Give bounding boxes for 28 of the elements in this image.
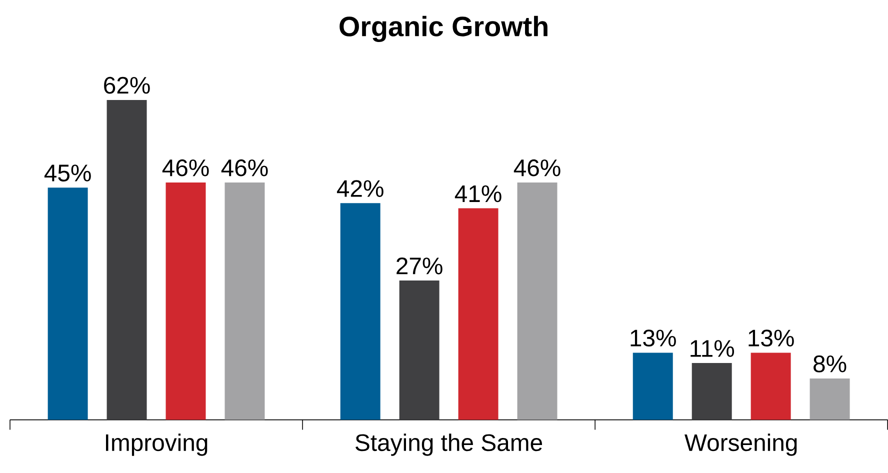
bar <box>458 208 498 420</box>
bar <box>750 352 791 420</box>
data-label: 13% <box>748 330 794 347</box>
data-label: 46% <box>514 160 560 176</box>
data-label: 42% <box>336 180 384 198</box>
data-label: 46% <box>162 160 209 176</box>
bar <box>48 188 88 420</box>
x-tick-label: Worsening <box>684 434 797 456</box>
data-label: 11% <box>690 340 734 357</box>
bar <box>517 182 558 420</box>
bar <box>692 363 732 420</box>
data-label: 27% <box>396 258 442 274</box>
data-label: 13% <box>630 330 676 347</box>
data-label: 41% <box>454 185 502 202</box>
bar <box>224 182 265 420</box>
data-label: 8% <box>814 356 846 372</box>
bar <box>340 203 380 420</box>
data-label: 46% <box>221 160 268 176</box>
x-tick-label: Staying the Same <box>356 434 542 456</box>
bar <box>106 100 147 420</box>
chart-title: Organic Growth <box>340 16 548 42</box>
x-tick-label: Improving <box>106 434 208 456</box>
bar <box>810 378 850 420</box>
bar <box>632 352 673 420</box>
bar <box>166 182 206 420</box>
data-label: 45% <box>44 164 91 182</box>
bar <box>399 280 440 420</box>
data-label: 62% <box>104 76 150 94</box>
